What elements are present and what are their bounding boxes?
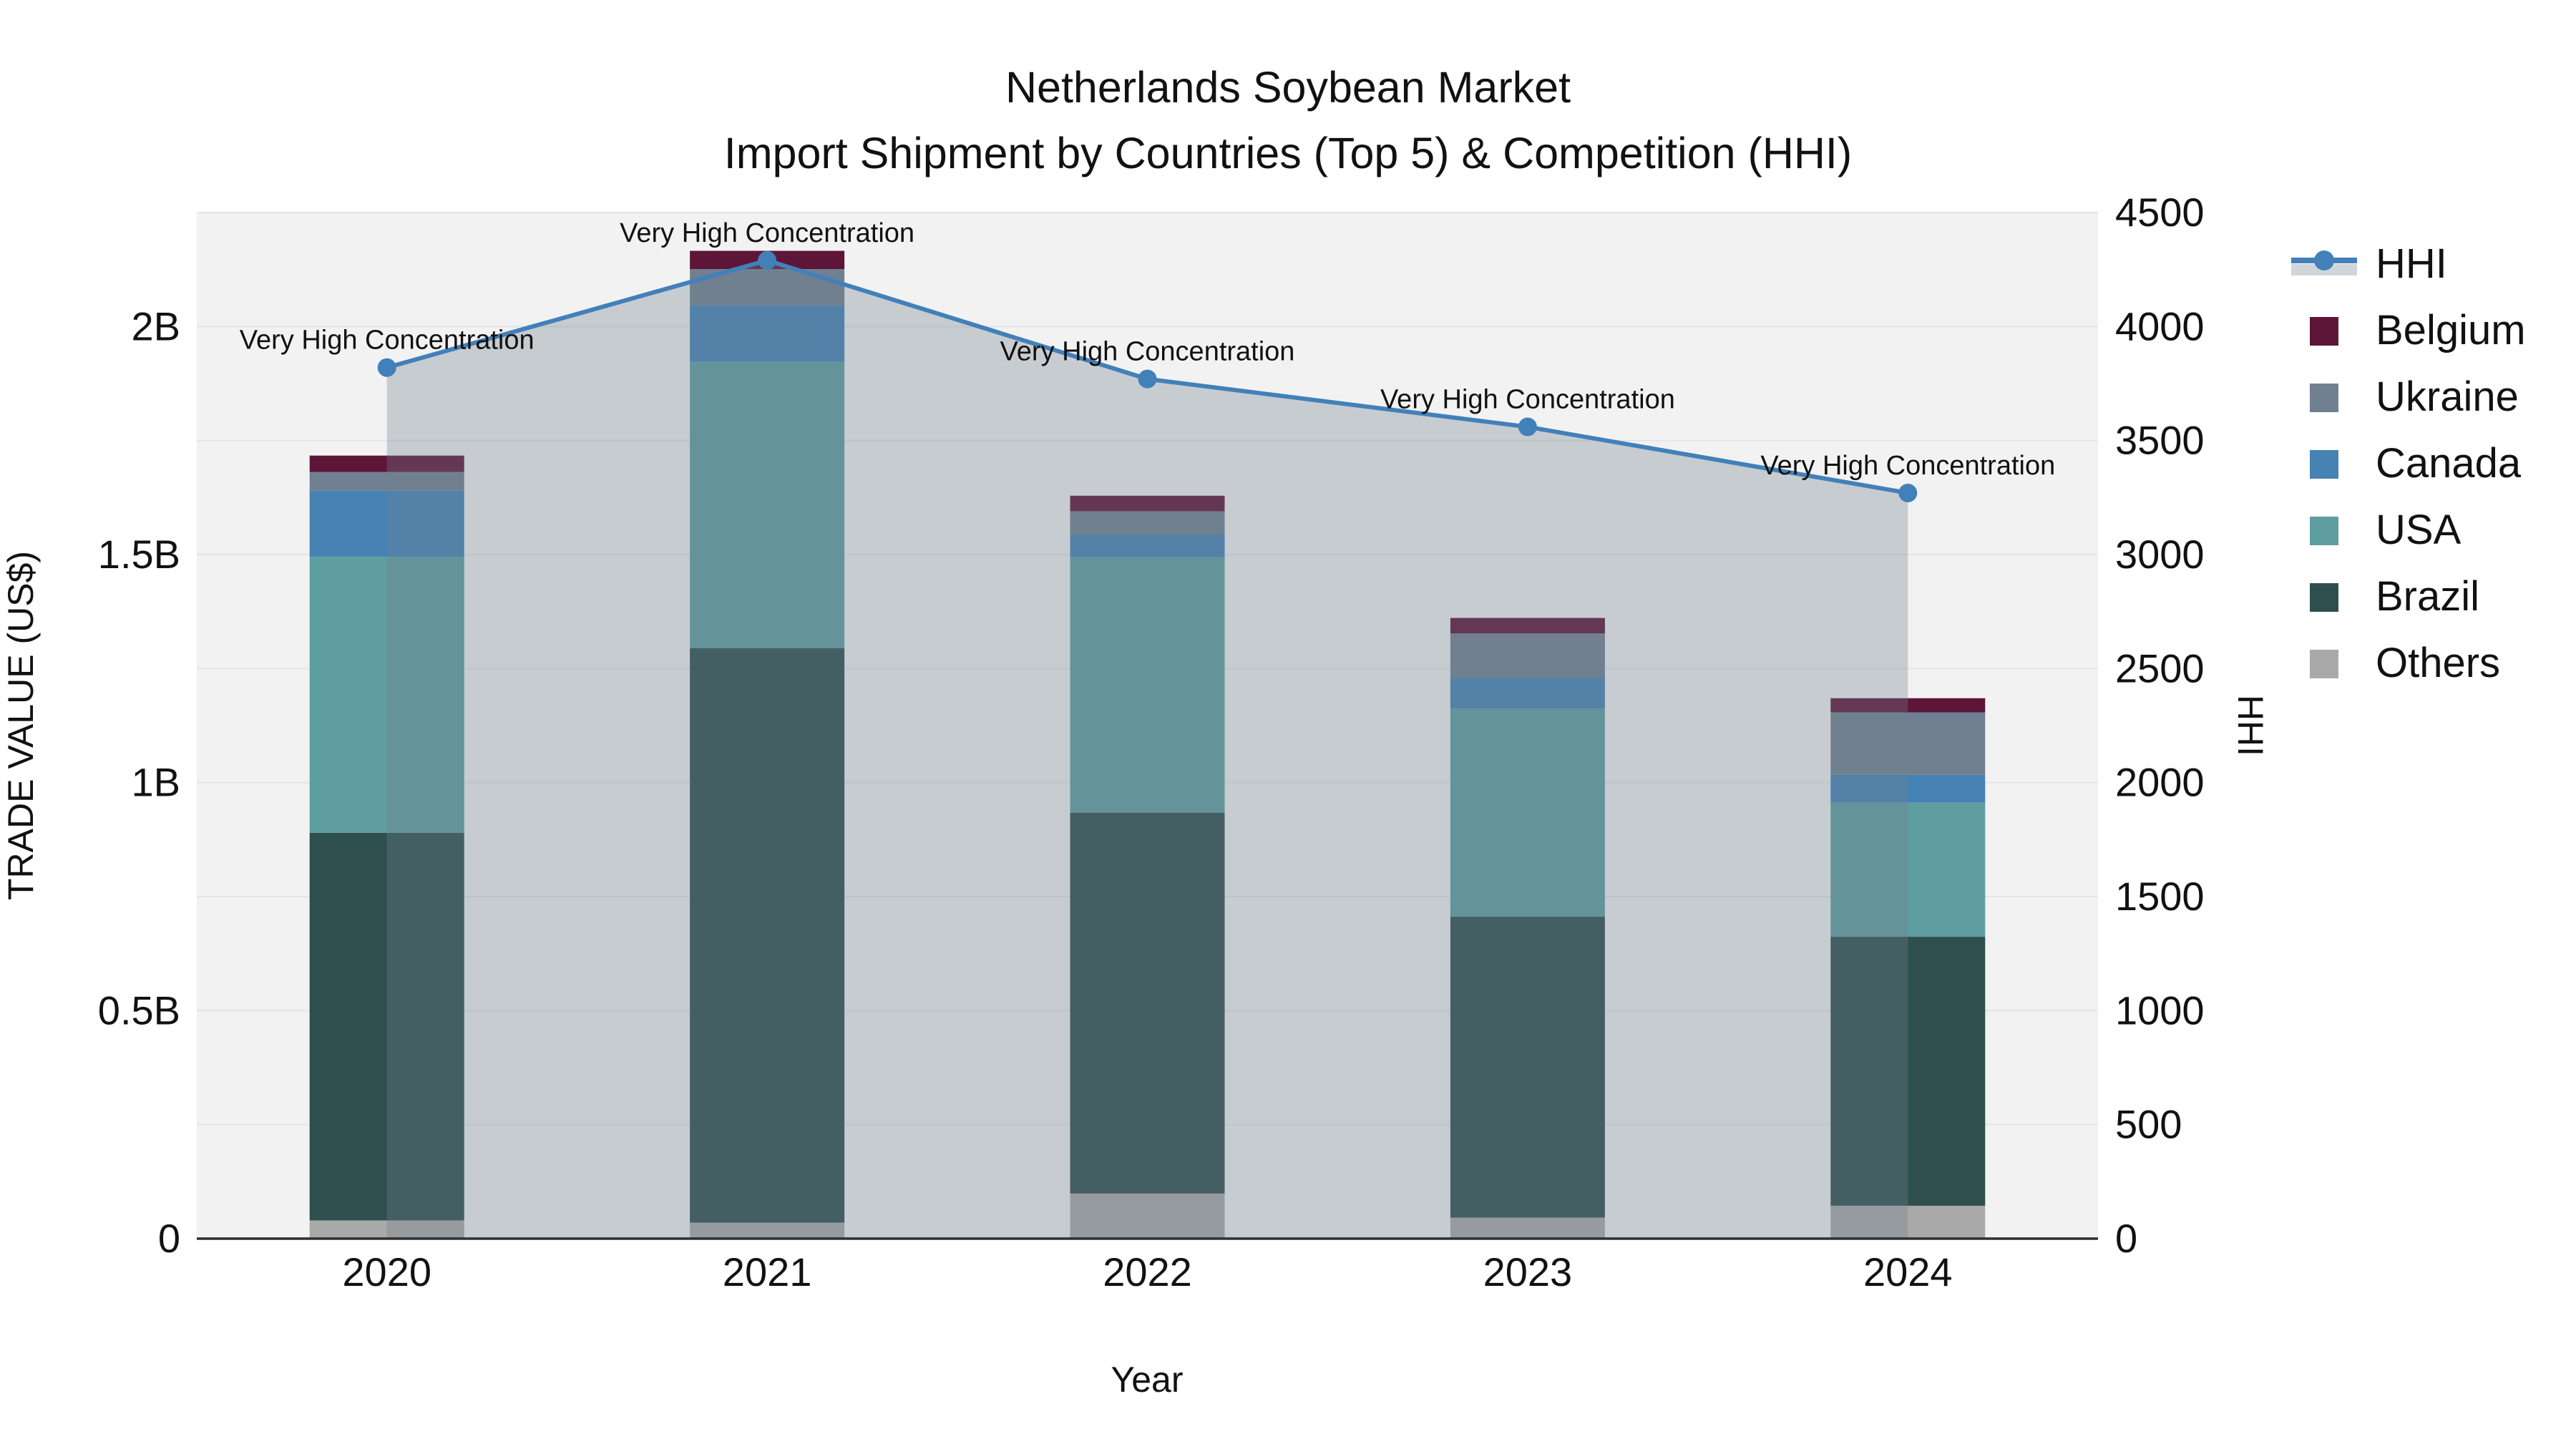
bar-segment-belgium-2020[interactable]	[309, 455, 464, 472]
bar-segment-others-2020[interactable]	[309, 1220, 464, 1239]
annotation-2021: Very High Concentration	[620, 218, 914, 248]
tick-labels-group: 2020 2021 2022 2023 2024 0 0.5B 1B 1.5B 2B 0 500 100…	[98, 190, 2205, 1294]
legend-item-belgium[interactable]: Belgium	[2310, 307, 2526, 353]
chart-title-line1: Netherlands Soybean Market	[1005, 63, 1571, 112]
y-right-axis-title: HHI	[2230, 695, 2270, 756]
legend: HHI Belgium Ukraine Canada USA Brazil Others	[2291, 240, 2526, 686]
annotation-2023: Very High Concentration	[1380, 385, 1675, 415]
y-right-tick-0: 0	[2115, 1216, 2137, 1261]
bar-segment-brazil-2021[interactable]	[690, 648, 845, 1223]
bar-segment-brazil-2022[interactable]	[1070, 812, 1225, 1194]
bar-segment-ukraine-2022[interactable]	[1070, 511, 1225, 535]
legend-item-hhi[interactable]: HHI	[2291, 240, 2447, 287]
legend-hhi-marker-icon	[2314, 250, 2334, 270]
hhi-marker-2020[interactable]	[377, 358, 396, 377]
legend-label-belgium: Belgium	[2376, 307, 2526, 353]
hhi-marker-2022[interactable]	[1138, 369, 1157, 389]
legend-item-canada[interactable]: Canada	[2310, 440, 2522, 487]
bar-segment-others-2023[interactable]	[1450, 1217, 1605, 1239]
y-left-tick-1.5B: 1.5B	[98, 532, 180, 577]
y-left-tick-1B: 1B	[132, 760, 181, 805]
legend-label-ukraine: Ukraine	[2376, 374, 2519, 420]
legend-label-canada: Canada	[2376, 440, 2522, 487]
y-right-tick-500: 500	[2115, 1102, 2182, 1147]
annotation-2024: Very High Concentration	[1760, 451, 2055, 481]
bar-segment-canada-2021[interactable]	[690, 305, 845, 362]
chart-title-line2: Import Shipment by Countries (Top 5) & C…	[724, 129, 1852, 177]
y-right-tick-1500: 1500	[2115, 874, 2205, 919]
x-tick-2022: 2022	[1103, 1249, 1192, 1294]
bar-segment-brazil-2023[interactable]	[1450, 917, 1605, 1218]
bar-segment-canada-2023[interactable]	[1450, 677, 1605, 709]
bar-segment-usa-2023[interactable]	[1450, 708, 1605, 917]
x-tick-2024: 2024	[1863, 1249, 1953, 1294]
legend-swatch-others	[2310, 650, 2338, 678]
bar-segment-ukraine-2020[interactable]	[309, 472, 464, 491]
legend-label-hhi: HHI	[2376, 240, 2447, 287]
hhi-area	[386, 260, 1908, 1239]
y-left-axis-title: TRADE VALUE (US$)	[1, 551, 41, 900]
legend-item-ukraine[interactable]: Ukraine	[2310, 374, 2519, 420]
bar-segment-brazil-2020[interactable]	[309, 832, 464, 1221]
bar-segment-belgium-2024[interactable]	[1830, 698, 1986, 713]
bar-segment-canada-2020[interactable]	[309, 490, 464, 557]
bar-segment-usa-2024[interactable]	[1830, 802, 1986, 937]
bar-segment-canada-2024[interactable]	[1830, 774, 1986, 803]
annotation-2020: Very High Concentration	[240, 326, 535, 356]
legend-item-brazil[interactable]: Brazil	[2310, 573, 2479, 620]
x-tick-2023: 2023	[1483, 1249, 1573, 1294]
legend-swatch-brazil	[2310, 583, 2338, 612]
hhi-marker-2024[interactable]	[1898, 483, 1918, 502]
bar-segment-ukraine-2023[interactable]	[1450, 633, 1605, 678]
annotations-group: Very High Concentration Very High Concent…	[240, 218, 2056, 481]
legend-item-others[interactable]: Others	[2310, 640, 2500, 686]
y-right-tick-3500: 3500	[2115, 418, 2205, 463]
legend-label-brazil: Brazil	[2376, 573, 2479, 620]
bar-segment-others-2024[interactable]	[1830, 1206, 1986, 1239]
hhi-marker-2021[interactable]	[758, 250, 777, 270]
y-right-tick-4500: 4500	[2115, 190, 2205, 235]
bar-segment-usa-2021[interactable]	[690, 361, 845, 648]
bar-segment-others-2022[interactable]	[1070, 1193, 1225, 1239]
legend-swatch-belgium	[2310, 317, 2338, 346]
y-right-tick-2500: 2500	[2115, 645, 2205, 691]
y-right-tick-4000: 4000	[2115, 303, 2205, 348]
hhi-area-group	[386, 260, 1908, 1239]
legend-swatch-ukraine	[2310, 384, 2338, 412]
bar-segment-belgium-2022[interactable]	[1070, 495, 1225, 512]
bar-segment-usa-2020[interactable]	[309, 557, 464, 833]
bar-segment-usa-2022[interactable]	[1070, 557, 1225, 813]
y-left-tick-0.5B: 0.5B	[98, 987, 180, 1033]
hhi-line-group	[377, 250, 1918, 502]
annotation-2022: Very High Concentration	[1000, 337, 1295, 367]
stacked-bars-group	[309, 250, 1986, 1239]
bar-segment-ukraine-2024[interactable]	[1830, 712, 1986, 775]
legend-label-others: Others	[2376, 640, 2500, 686]
y-right-tick-3000: 3000	[2115, 532, 2205, 577]
x-tick-2020: 2020	[342, 1249, 431, 1294]
y-left-tick-0: 0	[158, 1216, 180, 1261]
legend-swatch-usa	[2310, 517, 2338, 545]
legend-label-usa: USA	[2376, 507, 2462, 553]
legend-item-usa[interactable]: USA	[2310, 507, 2462, 553]
bar-segment-brazil-2024[interactable]	[1830, 937, 1986, 1206]
bar-segment-others-2021[interactable]	[690, 1222, 845, 1239]
bar-segment-belgium-2023[interactable]	[1450, 618, 1605, 634]
y-right-tick-2000: 2000	[2115, 760, 2205, 805]
legend-swatch-canada	[2310, 450, 2338, 479]
y-right-tick-1000: 1000	[2115, 987, 2205, 1033]
bar-segment-canada-2022[interactable]	[1070, 534, 1225, 557]
x-tick-2021: 2021	[723, 1249, 812, 1294]
x-axis-title: Year	[1111, 1360, 1183, 1400]
hhi-marker-2023[interactable]	[1518, 417, 1537, 436]
y-left-tick-2B: 2B	[132, 303, 181, 348]
